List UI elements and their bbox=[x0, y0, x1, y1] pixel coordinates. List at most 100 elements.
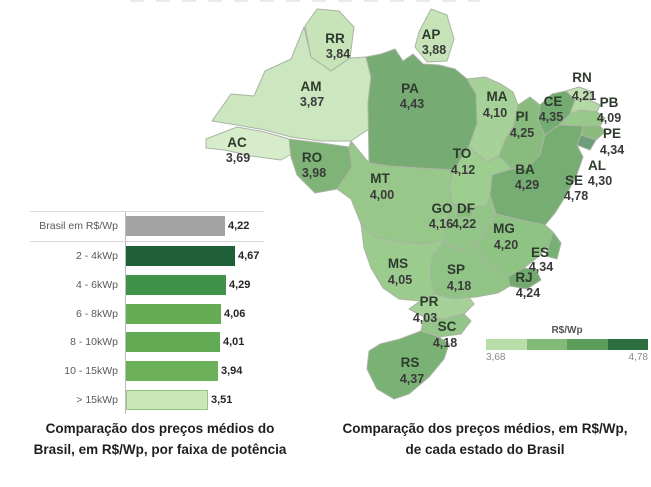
legend-gradient-bar bbox=[486, 339, 648, 350]
bar-row: 6 - 8kWp 4,06 bbox=[30, 299, 264, 328]
cropped-text-artifact bbox=[130, 0, 480, 2]
state-value-label: 3,84 bbox=[326, 47, 350, 61]
state-code-label: MA bbox=[487, 89, 508, 104]
bar-plot-area: 4,22 bbox=[125, 212, 264, 241]
state-code-label: SE bbox=[565, 173, 583, 188]
bar-value-label: 4,06 bbox=[224, 307, 246, 320]
state-value-label: 4,18 bbox=[447, 279, 471, 293]
state-value-label: 4,43 bbox=[400, 97, 424, 111]
state-code-label: RN bbox=[572, 70, 592, 85]
bar-value-label: 4,01 bbox=[223, 336, 245, 349]
state-labels-group: AM3,87 AC3,69 RO3,98 RR3,84 AP3,88 PA4,43 MA 4,… bbox=[226, 27, 624, 386]
state-rs[interactable] bbox=[366, 330, 450, 400]
state-code-label: PE bbox=[603, 126, 621, 141]
state-value-label: 3,69 bbox=[226, 151, 250, 165]
bar[interactable] bbox=[126, 246, 235, 267]
state-code-label: AC bbox=[227, 135, 247, 150]
state-code-label: BA bbox=[515, 162, 535, 177]
bar-row: > 15kWp 3,51 bbox=[30, 385, 264, 415]
bar-plot-area: 3,51 bbox=[125, 385, 264, 415]
state-ac[interactable] bbox=[205, 126, 298, 161]
state-code-label: PB bbox=[600, 95, 619, 110]
legend-gradient-segment bbox=[607, 339, 648, 350]
state-value-label: 4,03 bbox=[413, 311, 437, 325]
bar-plot-area: 4,06 bbox=[125, 299, 264, 328]
state-value-label: 4,35 bbox=[539, 110, 563, 124]
bar-category-label: 8 - 10kWp bbox=[70, 336, 118, 349]
state-code-label: GO bbox=[431, 201, 452, 216]
state-value-label: 3,87 bbox=[300, 95, 324, 109]
bar[interactable] bbox=[126, 274, 226, 295]
bar-category-label: 4 - 6kWp bbox=[75, 278, 118, 291]
state-code-label: RS bbox=[401, 355, 420, 370]
bar[interactable] bbox=[126, 216, 225, 237]
bar-chart-caption: Comparação dos preços médios do Brasil, … bbox=[14, 419, 306, 461]
state-value-label: 4,09 bbox=[597, 111, 621, 125]
state-value-label: 4,25 bbox=[510, 126, 534, 140]
bar[interactable] bbox=[126, 303, 221, 324]
state-value-label: 3,98 bbox=[302, 166, 326, 180]
legend-gradient-segment bbox=[567, 339, 608, 350]
bar-value-label: 4,29 bbox=[229, 278, 251, 291]
state-rr[interactable] bbox=[304, 8, 355, 72]
state-code-label: DF bbox=[457, 201, 475, 216]
legend-title: R$/Wp bbox=[551, 325, 583, 336]
state-value-label: 4,18 bbox=[433, 336, 457, 350]
state-ap[interactable] bbox=[414, 8, 455, 63]
legend-min-label: 3,68 bbox=[486, 352, 506, 363]
state-df[interactable] bbox=[456, 205, 473, 218]
state-code-label: TO bbox=[453, 146, 472, 161]
legend-gradient-segment bbox=[486, 339, 527, 350]
state-code-label: RR bbox=[325, 31, 345, 46]
state-value-label: 4,78 bbox=[564, 189, 588, 203]
state-code-label: AP bbox=[422, 27, 441, 42]
state-value-label: 4,00 bbox=[370, 188, 394, 202]
bar-row: 8 - 10kWp 4,01 bbox=[30, 327, 264, 357]
bar-row: 10 - 15kWp 3,94 bbox=[30, 356, 264, 386]
state-code-label: RO bbox=[302, 150, 322, 165]
state-value-label: 4,37 bbox=[400, 372, 424, 386]
bar-value-label: 3,94 bbox=[221, 364, 243, 377]
state-value-label: 4,34 bbox=[529, 260, 553, 274]
state-code-label: PI bbox=[516, 109, 529, 124]
state-code-label: RJ bbox=[515, 270, 532, 285]
state-code-label: MT bbox=[370, 171, 390, 186]
bar-value-label: 4,67 bbox=[238, 250, 260, 263]
state-code-label: MG bbox=[493, 221, 515, 236]
bar[interactable] bbox=[126, 332, 220, 353]
map-caption-line1: Comparação dos preços médios, em R$/Wp, bbox=[342, 421, 628, 436]
state-pr[interactable] bbox=[408, 293, 475, 320]
bar-category-label: 10 - 15kWp bbox=[64, 364, 118, 377]
state-value-label: 4,24 bbox=[516, 286, 540, 300]
state-code-label: MS bbox=[388, 256, 408, 271]
state-value-label: 4,16 bbox=[429, 217, 453, 231]
bar-plot-area: 4,01 bbox=[125, 327, 264, 357]
bar-category-label: 2 - 4kWp bbox=[75, 250, 118, 263]
state-code-label: PR bbox=[420, 294, 439, 309]
state-value-label: 4,22 bbox=[452, 217, 476, 231]
bar[interactable] bbox=[126, 360, 218, 381]
state-code-label: SP bbox=[447, 262, 465, 277]
map-color-legend: R$/Wp 3,68 4,78 bbox=[486, 325, 648, 363]
bar-value-label: 3,51 bbox=[211, 393, 233, 406]
legend-range-labels: 3,68 4,78 bbox=[486, 352, 648, 363]
states-group bbox=[205, 8, 606, 400]
state-value-label: 4,20 bbox=[494, 238, 518, 252]
state-value-label: 4,30 bbox=[588, 174, 612, 188]
legend-gradient-segment bbox=[526, 339, 567, 350]
state-es[interactable] bbox=[545, 231, 562, 260]
bar-plot-area: 4,29 bbox=[125, 270, 264, 300]
state-value-label: 4,10 bbox=[483, 106, 507, 120]
bar[interactable] bbox=[126, 389, 208, 410]
bar-plot-area: 3,94 bbox=[125, 356, 264, 386]
state-rn[interactable] bbox=[565, 86, 594, 101]
bar-row: 2 - 4kWp 4,67 bbox=[30, 241, 264, 271]
state-value-label: 3,88 bbox=[422, 43, 446, 57]
state-code-label: PA bbox=[401, 81, 419, 96]
map-caption: Comparação dos preços médios, em R$/Wp, … bbox=[326, 419, 644, 461]
legend-max-label: 4,78 bbox=[628, 352, 648, 363]
state-rj[interactable] bbox=[507, 267, 542, 290]
state-code-label: CE bbox=[544, 94, 563, 109]
bar-category-label: > 15kWp bbox=[76, 393, 118, 406]
